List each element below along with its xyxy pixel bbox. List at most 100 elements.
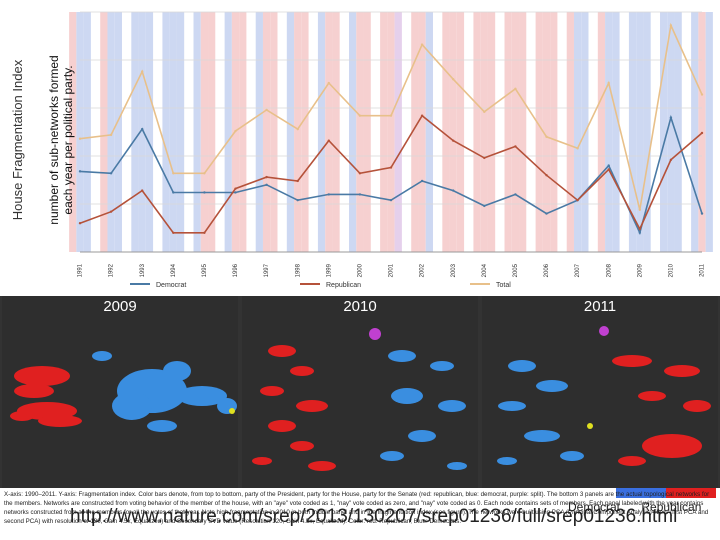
x-tick-label: 2007	[575, 263, 581, 277]
data-point-democrat	[700, 212, 704, 215]
data-point-total	[78, 137, 82, 140]
party-band-senate	[332, 12, 340, 252]
data-point-republican	[358, 172, 362, 175]
party-band-house	[511, 12, 520, 252]
data-point-total	[483, 110, 486, 114]
x-tick-label: 2003	[451, 263, 457, 277]
data-point-republican	[483, 156, 486, 160]
data-point-total	[172, 172, 175, 175]
x-tick-label: 2004	[482, 263, 488, 277]
party-band-house	[200, 12, 209, 252]
x-tick-label: 2002	[420, 263, 426, 277]
party-band-president	[628, 12, 637, 252]
x-tick-label: 1995	[202, 263, 208, 277]
legend-right-democrat: Democrat	[568, 500, 621, 514]
colorbar-democrat	[616, 488, 666, 498]
data-point-democrat	[545, 212, 548, 215]
party-band-senate	[114, 12, 122, 252]
data-point-total	[141, 70, 144, 73]
y-axis-label: House Fragmentation Index	[10, 59, 25, 220]
party-band-president	[380, 12, 388, 252]
data-point-republican	[700, 131, 704, 135]
panel-2009: 2009	[2, 296, 238, 488]
party-band-senate	[643, 12, 651, 252]
party-band-senate	[363, 12, 371, 252]
data-point-republican	[452, 139, 455, 142]
party-band-president	[566, 12, 574, 252]
party-band-president	[224, 12, 232, 252]
party-band-senate	[425, 12, 433, 252]
data-point-republican	[327, 139, 330, 142]
y-axis-overlay-label: each year per political party.	[61, 65, 75, 214]
party-band-senate	[176, 12, 185, 252]
network-graph-2009	[10, 351, 237, 432]
data-point-democrat	[141, 127, 144, 131]
party-band-president	[255, 12, 263, 252]
data-point-republican	[203, 231, 206, 234]
party-band-president	[597, 12, 606, 252]
data-point-total	[452, 78, 455, 81]
party-band-president	[193, 12, 201, 252]
x-tick-label: 2010	[668, 263, 674, 277]
data-point-republican	[78, 222, 82, 225]
party-band-senate	[705, 12, 713, 252]
party-band-house	[605, 12, 613, 252]
party-band-house	[169, 12, 177, 252]
party-band-senate	[550, 12, 558, 252]
party-band-house	[325, 12, 333, 252]
panel-title: 2009	[103, 298, 137, 315]
data-point-democrat	[265, 183, 268, 186]
party-band-president	[317, 12, 326, 252]
party-band-president	[442, 12, 450, 252]
data-point-republican	[265, 175, 268, 179]
x-tick-label: 1992	[109, 263, 115, 277]
data-point-republican	[607, 168, 610, 171]
party-band-house	[356, 12, 364, 252]
party-band-senate	[239, 12, 247, 252]
data-point-total	[265, 108, 268, 112]
legend-right: Democrat Republican	[568, 500, 701, 514]
party-band-house	[107, 12, 115, 252]
x-tick-label: 2008	[606, 263, 612, 277]
data-point-total	[545, 135, 548, 138]
party-band-president	[504, 12, 512, 252]
party-band-senate	[270, 12, 278, 252]
data-point-democrat	[607, 164, 610, 167]
party-band-president	[473, 12, 481, 252]
legend-label-republican: Republican	[326, 282, 361, 289]
data-point-democrat	[483, 204, 486, 208]
x-tick-label: 2000	[357, 263, 363, 277]
data-point-total	[234, 129, 237, 133]
x-tick-label: 1996	[233, 263, 239, 277]
data-point-republican	[389, 166, 393, 169]
party-band-senate	[456, 12, 465, 252]
x-tick-label: 1993	[140, 263, 146, 277]
party-band-house	[262, 12, 271, 252]
data-point-total	[296, 127, 299, 131]
data-point-democrat	[358, 193, 362, 196]
data-point-democrat	[327, 193, 330, 196]
party-band-house	[636, 12, 644, 252]
party-band-president	[131, 12, 139, 252]
x-tick-label: 1998	[295, 263, 301, 277]
data-point-republican	[234, 187, 237, 190]
data-point-democrat	[203, 191, 206, 194]
x-tick-label: 1999	[326, 263, 332, 277]
data-point-democrat	[389, 198, 393, 202]
x-tick-label: 2006	[544, 263, 550, 277]
party-band-senate	[487, 12, 496, 252]
data-point-democrat	[78, 170, 82, 173]
chart-svg: 1991 1992 1993 1994 1995 1996 1997 1998 1999 2000…	[10, 11, 713, 289]
party-band-president	[411, 12, 419, 252]
legend-label-total: Total	[496, 282, 511, 289]
legend-right-republican: Republican	[641, 500, 702, 514]
data-point-total	[203, 172, 206, 175]
panel-title: 2011	[583, 298, 617, 315]
data-point-republican	[576, 198, 579, 202]
data-point-democrat	[172, 191, 175, 194]
data-point-total	[514, 87, 517, 91]
data-point-democrat	[452, 189, 455, 192]
party-band-house	[542, 12, 551, 252]
data-point-total	[669, 24, 673, 27]
data-point-republican	[172, 231, 175, 234]
